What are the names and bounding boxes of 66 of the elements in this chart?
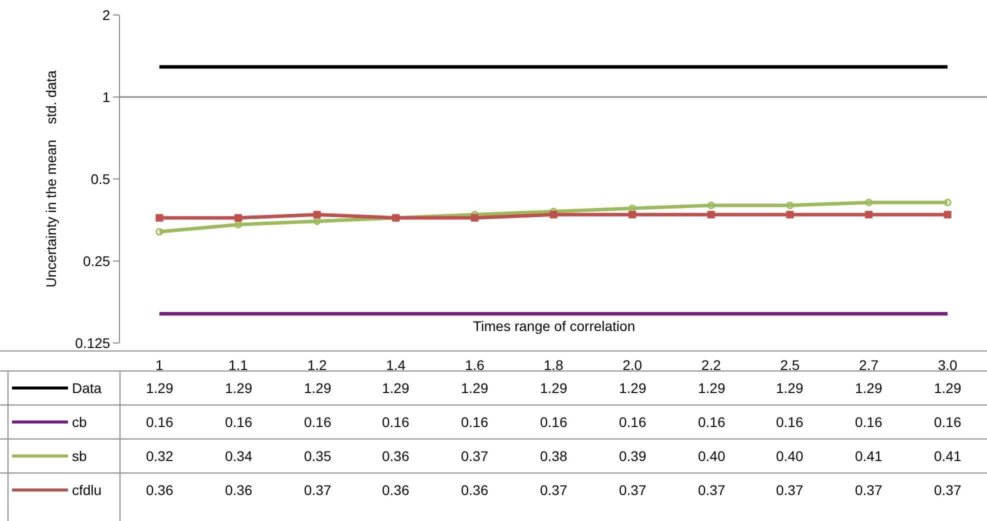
x-tick-label: 2.2 xyxy=(701,357,722,373)
data-label: 0.16 xyxy=(855,414,882,430)
y-tick-label: 0.25 xyxy=(82,252,110,269)
data-label: 0.37 xyxy=(619,482,646,498)
x-tick-label: 2.7 xyxy=(859,357,879,373)
data-label: 1.29 xyxy=(776,380,804,396)
data-label: 1.29 xyxy=(855,380,882,396)
data-label: 0.37 xyxy=(304,482,332,498)
data-label: 1.29 xyxy=(698,380,726,396)
x-tick-label: 1.2 xyxy=(307,357,327,373)
data-label: 0.41 xyxy=(855,448,882,464)
data-label: 0.37 xyxy=(776,482,804,498)
x-tick-label: 1.1 xyxy=(228,357,248,373)
y-tick-label: 0.125 xyxy=(75,334,110,351)
data-label: 0.39 xyxy=(619,448,646,464)
data-label: 1.29 xyxy=(540,380,568,396)
x-tick-label: 1.6 xyxy=(464,357,485,373)
data-label: 1.29 xyxy=(382,380,410,396)
data-label: 0.16 xyxy=(619,414,646,430)
data-label: 0.16 xyxy=(304,414,332,430)
data-label: 0.38 xyxy=(540,448,568,464)
data-label: 0.36 xyxy=(225,482,252,498)
data-label: 0.40 xyxy=(698,448,726,464)
y-tick-label: 2 xyxy=(102,6,110,23)
x-tick-label: 2.0 xyxy=(622,357,642,373)
data-label: 0.35 xyxy=(304,448,332,464)
data-label: 0.37 xyxy=(540,482,568,498)
data-label: 0.34 xyxy=(225,448,252,464)
data-label: 0.16 xyxy=(225,414,252,430)
data-label: 0.16 xyxy=(698,414,726,430)
x-axis-title: Times range of correlation xyxy=(473,318,636,334)
y-tick-label: 1 xyxy=(102,88,110,105)
data-label: 1.29 xyxy=(225,380,252,396)
legend-label: Data xyxy=(72,380,102,396)
data-label: 1.29 xyxy=(619,380,646,396)
data-label: 0.16 xyxy=(776,414,804,430)
y-axis-title: Uncertainty in the mean std. data xyxy=(42,70,59,288)
legend-label: cfdlu xyxy=(72,482,102,498)
data-label: 0.16 xyxy=(934,414,962,430)
data-label: 0.16 xyxy=(146,414,174,430)
y-tick-label: 0.5 xyxy=(90,170,110,187)
data-label: 0.32 xyxy=(146,448,174,464)
data-label: 0.16 xyxy=(540,414,568,430)
x-tick-label: 1 xyxy=(156,357,164,373)
data-label: 1.29 xyxy=(934,380,962,396)
x-tick-label: 2.5 xyxy=(780,357,800,373)
data-label: 0.37 xyxy=(461,448,488,464)
x-tick-label: 3.0 xyxy=(938,357,958,373)
x-tick-label: 1.4 xyxy=(386,357,406,373)
data-label: 0.37 xyxy=(855,482,882,498)
data-label: 0.16 xyxy=(382,414,410,430)
x-tick-label: 1.8 xyxy=(544,357,564,373)
data-label: 1.29 xyxy=(461,380,488,396)
data-label: 0.36 xyxy=(382,482,410,498)
legend-label: cb xyxy=(72,414,87,430)
data-label: 0.40 xyxy=(776,448,804,464)
legend-label: sb xyxy=(72,448,87,464)
data-label: 0.36 xyxy=(146,482,174,498)
data-label: 0.16 xyxy=(461,414,488,430)
data-label: 0.37 xyxy=(934,482,962,498)
data-label: 0.36 xyxy=(461,482,488,498)
data-label: 1.29 xyxy=(304,380,332,396)
data-label: 0.37 xyxy=(698,482,726,498)
data-label: 1.29 xyxy=(146,380,174,396)
data-label: 0.36 xyxy=(382,448,410,464)
data-label: 0.41 xyxy=(934,448,962,464)
